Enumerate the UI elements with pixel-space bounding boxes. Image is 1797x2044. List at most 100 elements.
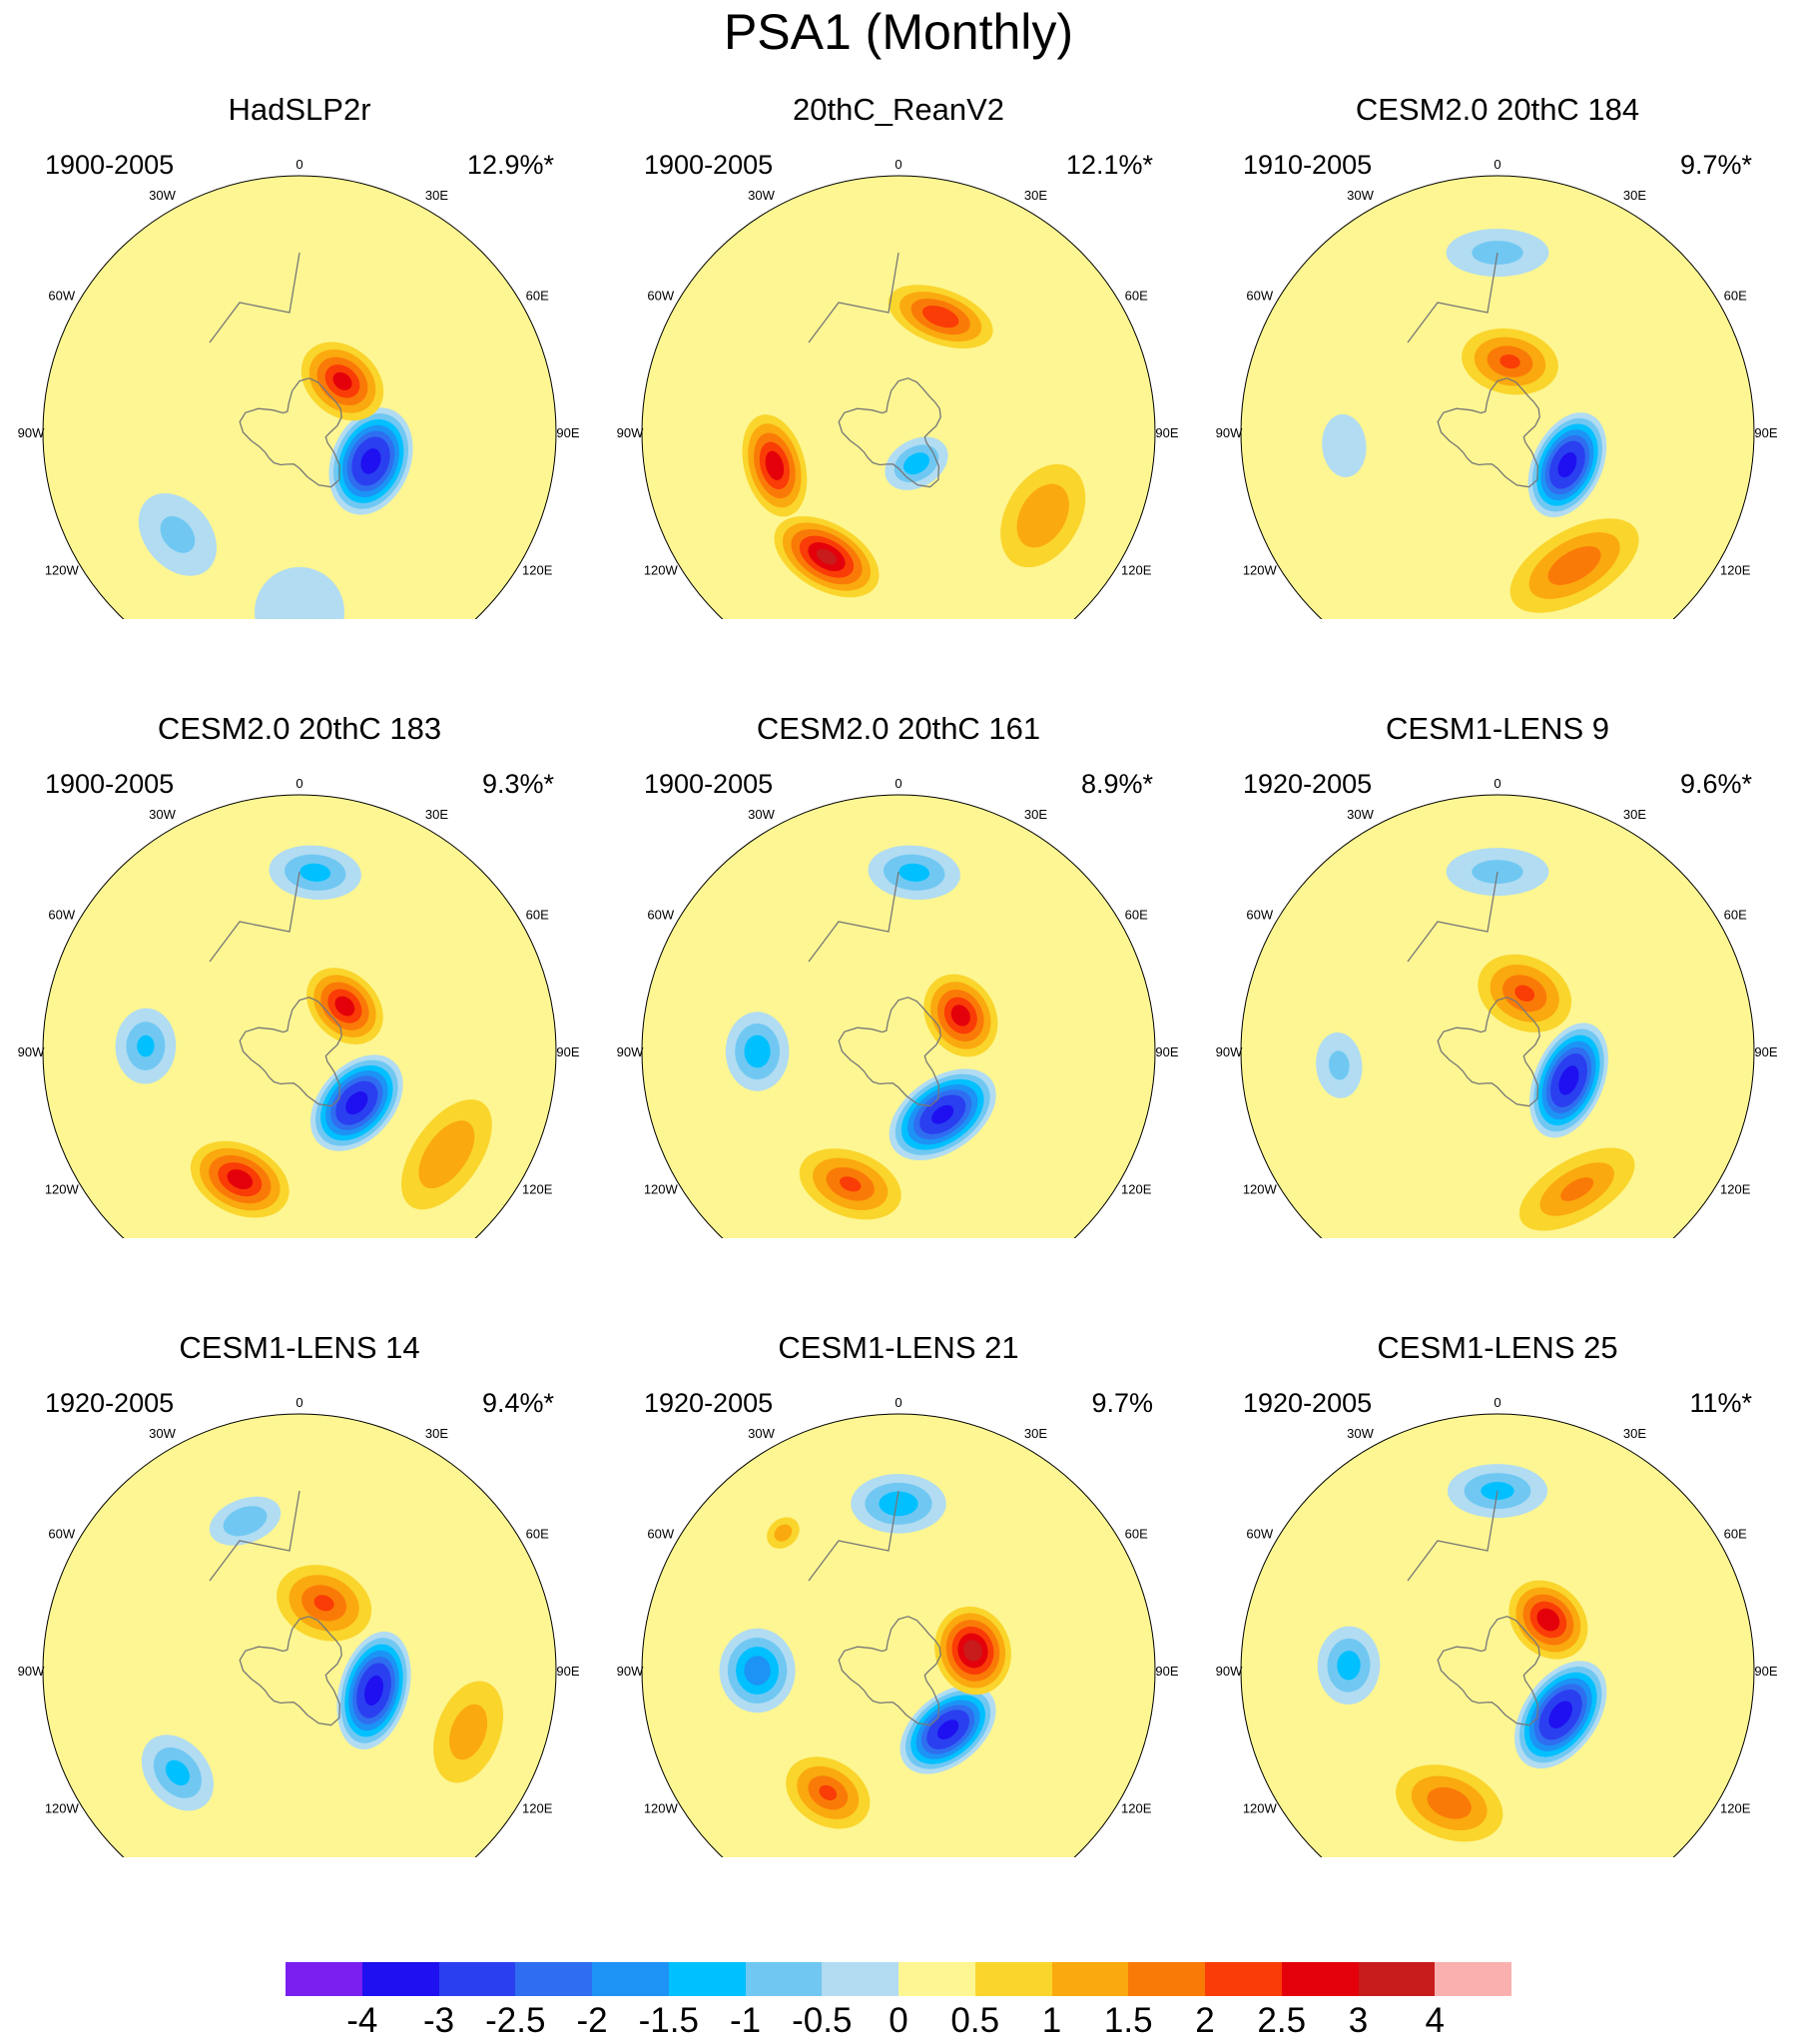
longitude-label: 30W <box>149 807 176 822</box>
map-panel: CESM1-LENS 14 1920-2005 9.4%* 0 30E 60E 90E 120… <box>0 1238 599 1857</box>
colorbar-tick-label: -4 <box>346 2001 378 2040</box>
map-panel: HadSLP2r1900-200512.9%*030E60E90E120E150… <box>0 0 599 619</box>
coastline <box>1407 252 1498 343</box>
longitude-label: 60E <box>526 289 549 304</box>
anomaly-contour <box>931 1104 954 1124</box>
colorbar-tick-label: -1.5 <box>638 2001 699 2040</box>
anomaly-contour <box>255 566 344 619</box>
longitude-label: 60W <box>1246 289 1273 304</box>
longitude-label: 90E <box>1155 1044 1178 1059</box>
longitude-label: 30E <box>1024 1426 1047 1441</box>
map-background <box>1241 1414 1754 1857</box>
colorbar-tick-label: 4 <box>1425 2001 1445 2040</box>
panel-title: HadSLP2r <box>228 92 371 127</box>
longitude-label: 120E <box>522 1801 553 1816</box>
panel-variance-percent: 9.7%* <box>1679 150 1752 180</box>
longitude-label: 120W <box>644 1801 679 1816</box>
longitude-label: 0 <box>1494 776 1500 791</box>
longitude-label: 60E <box>1724 289 1747 304</box>
longitude-label: 0 <box>296 776 302 791</box>
longitude-label: 30W <box>1347 1426 1374 1441</box>
polar-map: 030E60E90E120E150E180150W120W90W60W30W <box>1216 776 1778 1238</box>
longitude-label: 120E <box>1121 563 1152 578</box>
map-panel: CESM1-LENS 25 1920-2005 11%* 0 30E 60E 90E 120E… <box>1198 1238 1797 1857</box>
colorbar-swatch <box>361 1962 440 1996</box>
longitude-label: 90W <box>1216 425 1243 440</box>
polar-map: 030E60E90E120E150E180150W120W90W60W30W <box>617 157 1179 619</box>
colorbar-swatch <box>1281 1962 1360 1996</box>
map-background <box>43 1414 556 1857</box>
anomaly-contour <box>903 452 929 475</box>
longitude-label: 30E <box>1024 807 1047 822</box>
map-border <box>1240 1413 1755 1857</box>
longitude-label: 120W <box>644 563 679 578</box>
map-background <box>642 176 1155 619</box>
longitude-label: 90W <box>617 1044 644 1059</box>
coastline <box>808 871 899 963</box>
longitude-label: 30E <box>425 807 448 822</box>
polar-map: 030E60E90E120E150E180150W120W90W60W30W <box>1216 1395 1778 1857</box>
panel-title: CESM1-LENS 14 <box>179 1330 420 1365</box>
coastline <box>209 252 300 343</box>
colorbar-swatch <box>515 1962 593 1996</box>
coastline <box>838 1616 941 1726</box>
colorbar-tick-label: -2 <box>576 2001 608 2040</box>
longitude-label: 90W <box>18 1044 45 1059</box>
longitude-label: 90W <box>1216 1664 1243 1679</box>
longitude-label: 30E <box>1623 188 1646 203</box>
longitude-label: 60E <box>1125 908 1148 923</box>
longitude-label: 30W <box>748 1426 775 1441</box>
longitude-label: 0 <box>1494 1395 1500 1410</box>
panel-title: CESM2.0 20thC 183 <box>157 711 442 746</box>
longitude-label: 60W <box>48 908 75 923</box>
longitude-label: 30E <box>425 1426 448 1441</box>
polar-map: 030E60E90E120E150E180150W120W90W60W30W <box>617 776 1179 1238</box>
colorbar-swatch <box>1128 1962 1206 1996</box>
colorbar-tick-label: -3 <box>422 2001 455 2040</box>
colorbar-tick-label: 2 <box>1195 2001 1215 2040</box>
longitude-label: 90E <box>1155 425 1178 440</box>
polar-map: 030E60E90E120E150E180150W120W90W60W30W <box>18 1395 580 1857</box>
longitude-label: 0 <box>296 157 302 172</box>
map-panel: CESM2.0 20thC 183 1900-2005 9.3%* 0 30E 60E 90… <box>0 619 599 1238</box>
anomaly-contour <box>936 1719 959 1739</box>
polar-map: 030E60E90E120E150E180150W120W90W60W30W <box>617 1395 1179 1857</box>
longitude-label: 120E <box>1121 1801 1152 1816</box>
colorbar-swatch <box>898 1962 976 1996</box>
panel-years: 1920-2005 <box>45 1388 175 1418</box>
anomaly-contour <box>418 1120 475 1189</box>
longitude-label: 120E <box>1720 1801 1751 1816</box>
longitude-label: 30W <box>1347 188 1374 203</box>
longitude-label: 60W <box>647 289 674 304</box>
anomaly-contour <box>360 448 381 474</box>
longitude-label: 90W <box>1216 1044 1243 1059</box>
coastline <box>239 377 342 488</box>
panel-title: CESM2.0 20thC 184 <box>1355 92 1640 127</box>
anomaly-contour <box>1536 1608 1560 1632</box>
longitude-label: 120E <box>522 563 553 578</box>
longitude-label: 60W <box>1246 1527 1273 1542</box>
longitude-label: 120E <box>1121 1182 1152 1197</box>
coastline <box>1407 1490 1498 1582</box>
colorbar-swatch <box>592 1962 670 1996</box>
coastline <box>808 1490 899 1582</box>
panel-variance-percent: 8.9%* <box>1080 769 1153 799</box>
panel-variance-percent: 9.7% <box>1091 1388 1153 1418</box>
colorbar-swatch <box>974 1962 1053 1996</box>
longitude-label: 90E <box>1754 425 1777 440</box>
anomaly-contour <box>1499 354 1520 369</box>
coastline <box>209 1490 300 1582</box>
longitude-label: 60E <box>1724 908 1747 923</box>
longitude-label: 120W <box>1243 563 1278 578</box>
anomaly-contour <box>816 548 838 565</box>
longitude-label: 0 <box>895 157 901 172</box>
anomaly-contour <box>1016 483 1069 548</box>
map-border <box>641 175 1156 619</box>
panel-years: 1910-2005 <box>1243 150 1373 180</box>
panel-years: 1920-2005 <box>644 1388 774 1418</box>
longitude-label: 30W <box>748 807 775 822</box>
map-border <box>42 794 557 1238</box>
anomaly-contour <box>137 1034 155 1057</box>
longitude-label: 60E <box>526 908 549 923</box>
longitude-label: 90W <box>18 425 45 440</box>
